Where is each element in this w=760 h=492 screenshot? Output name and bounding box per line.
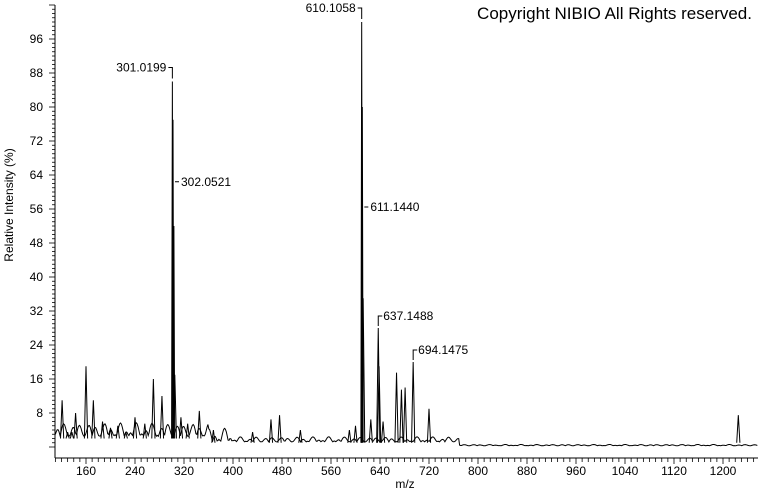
peak-label: 302.0521 xyxy=(181,175,231,189)
y-tick-label: 8 xyxy=(36,406,43,420)
spectrum-peak xyxy=(347,429,352,443)
peak-label-leader xyxy=(357,7,363,19)
spectrum-peak xyxy=(159,395,165,439)
x-tick-label: 800 xyxy=(468,464,488,478)
spectrum-peak xyxy=(298,429,303,443)
spectrum-peak xyxy=(211,429,216,443)
x-tick-label: 1040 xyxy=(612,464,639,478)
spectrum-peak xyxy=(73,412,78,439)
y-tick-label: 80 xyxy=(30,100,44,114)
y-tick-label: 96 xyxy=(30,32,44,46)
y-tick-label: 40 xyxy=(30,270,44,284)
spectrum-peak xyxy=(91,400,96,439)
x-tick-label: 480 xyxy=(272,464,292,478)
x-tick-label: 400 xyxy=(223,464,243,478)
peak-label: 694.1475 xyxy=(418,343,468,357)
y-tick-label: 64 xyxy=(30,168,44,182)
y-tick-label: 72 xyxy=(30,134,44,148)
spectrum-peak xyxy=(115,425,120,439)
y-tick-label: 48 xyxy=(30,236,44,250)
spectrum-peak xyxy=(151,378,156,439)
y-axis-label: Relative Intensity (%) xyxy=(2,148,16,261)
peak-label: 611.1440 xyxy=(370,200,419,214)
x-axis-label: m/z xyxy=(395,477,414,491)
spectrum-peak xyxy=(132,417,138,439)
peak-label-leader xyxy=(412,349,418,360)
spectrum-peak xyxy=(172,374,177,439)
spectrum-peak xyxy=(123,432,128,439)
spectrum-peak xyxy=(426,408,432,443)
peak-label-leader xyxy=(377,315,383,326)
x-tick-label: 1200 xyxy=(710,464,737,478)
y-tick-label: 32 xyxy=(30,304,44,318)
spectrum-peak xyxy=(399,389,404,443)
spectrum-peak xyxy=(69,432,74,439)
x-tick-label: 320 xyxy=(174,464,194,478)
spectrum-peak xyxy=(376,327,381,443)
peak-label-leader xyxy=(168,67,173,79)
spectrum-peak xyxy=(60,400,65,439)
x-tick-label: 160 xyxy=(76,464,96,478)
spectrum-peak xyxy=(380,421,386,443)
spectrum-peak xyxy=(65,432,70,439)
x-tick-label: 880 xyxy=(517,464,537,478)
x-tick-label: 640 xyxy=(370,464,390,478)
y-tick-label: 56 xyxy=(30,202,44,216)
spectrum-peak xyxy=(277,415,282,443)
spectrum-peak xyxy=(108,427,113,439)
y-tick-label: 88 xyxy=(30,66,44,80)
spectrum-peak xyxy=(268,419,274,443)
spectrum-peak xyxy=(100,421,105,439)
peak-label: 610.1058 xyxy=(306,1,356,15)
spectrum-peak xyxy=(353,425,358,443)
spectrum-peak xyxy=(403,387,408,443)
spectrum-peak xyxy=(172,225,176,439)
spectrum-peak xyxy=(178,417,184,439)
peak-labels: 301.0199 302.0521 610.1058 611.1440 637.1488… xyxy=(116,1,469,360)
spectrum-peak xyxy=(736,415,741,443)
x-tick-label: 960 xyxy=(566,464,586,478)
x-tick-label: 240 xyxy=(125,464,145,478)
spectrum-peak xyxy=(376,366,382,443)
spectrum-peak xyxy=(368,419,373,443)
spectrum-peak xyxy=(394,372,399,443)
spectrum-peak xyxy=(411,361,416,443)
y-tick-label: 24 xyxy=(30,338,44,352)
axes: 8 16 24 32 40 48 56 64 72 80 88 96 160 240 320 400 480 56… xyxy=(30,4,758,478)
peak-label: 301.0199 xyxy=(116,61,166,75)
spectrum-peak xyxy=(361,298,366,443)
x-tick-label: 560 xyxy=(321,464,341,478)
y-tick-label: 16 xyxy=(30,372,44,386)
spectrum-peak xyxy=(250,432,255,443)
spectrum-peak xyxy=(83,366,89,439)
spectrum-peak xyxy=(197,410,202,439)
x-tick-label: 720 xyxy=(419,464,439,478)
spectrum-marks xyxy=(54,21,758,447)
copyright-notice: Copyright NIBIO All Rights reserved. xyxy=(477,4,752,23)
x-tick-label: 1120 xyxy=(661,464,687,478)
spectrum-peak xyxy=(142,423,147,439)
peak-label: 637.1488 xyxy=(383,309,433,323)
spectrum-peak xyxy=(185,423,190,439)
